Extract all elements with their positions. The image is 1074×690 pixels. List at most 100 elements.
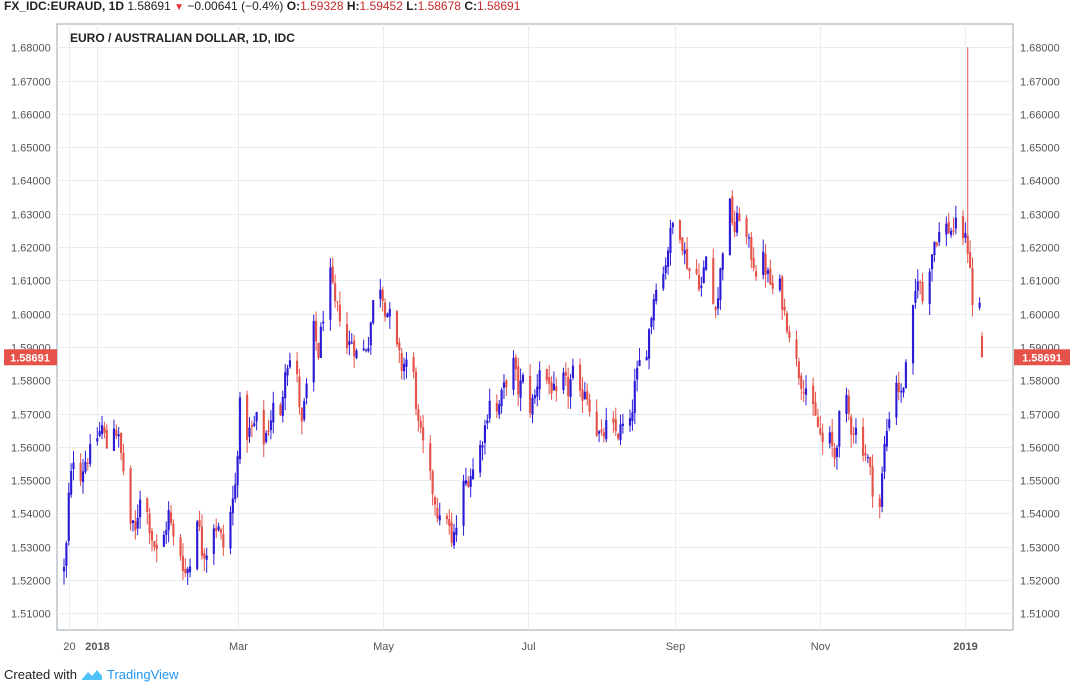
candle-body <box>883 443 886 472</box>
candle-body <box>579 364 582 391</box>
candle-body <box>947 221 950 234</box>
low-label: L: <box>406 0 418 13</box>
candle-body <box>869 457 872 468</box>
candle-body <box>638 359 641 367</box>
candle-body <box>914 290 917 303</box>
candle-body <box>269 420 272 431</box>
candle-body <box>614 419 617 432</box>
candle-body <box>900 391 903 393</box>
candle-body <box>712 258 715 305</box>
candle-body <box>86 463 89 465</box>
candle-body <box>429 442 432 471</box>
candle-body <box>669 227 672 254</box>
candle-body <box>731 196 734 223</box>
candle-body <box>345 324 349 349</box>
candle-body <box>930 254 934 270</box>
candle-body <box>881 473 884 507</box>
candle-body <box>217 526 220 530</box>
x-tick-label: Sep <box>666 641 686 653</box>
candle-body <box>819 428 822 434</box>
candle-body <box>445 515 448 520</box>
candle-body <box>538 370 541 390</box>
candle-body <box>388 309 391 317</box>
y-tick-label-right: 1.62000 <box>1020 243 1060 255</box>
candle-body <box>115 429 118 437</box>
candle-body <box>486 420 489 424</box>
candle-body <box>412 357 415 372</box>
candle-body <box>298 376 301 408</box>
footer: Created with TradingView <box>4 667 179 682</box>
y-tick-label-right: 1.64000 <box>1020 176 1060 188</box>
candle-body <box>838 411 841 447</box>
candle-body <box>812 385 815 405</box>
candle-body <box>65 543 68 566</box>
candle-body <box>938 231 941 243</box>
candle-body <box>431 471 434 495</box>
candle-body <box>433 497 437 505</box>
candle-body <box>935 242 938 246</box>
candle-body <box>379 289 382 299</box>
candle-body <box>902 388 905 393</box>
candle-body <box>517 366 520 395</box>
candle-body <box>167 510 170 531</box>
candle-body <box>895 382 898 418</box>
candle-body <box>122 452 125 472</box>
last-price-tag-left <box>4 349 57 366</box>
candle-body <box>519 380 522 398</box>
candle-body <box>555 386 558 392</box>
candle-body <box>598 431 601 434</box>
candle-body <box>372 300 375 323</box>
candle-body <box>631 412 634 422</box>
candle-body <box>548 377 551 384</box>
y-tick-label-right: 1.55000 <box>1020 476 1060 488</box>
last-price-tag-right <box>1014 349 1070 366</box>
y-tick-label-right: 1.51000 <box>1020 609 1060 621</box>
candle-body <box>172 523 175 537</box>
candle-body <box>350 342 353 344</box>
candle-body <box>764 254 767 275</box>
candle-body <box>750 236 753 260</box>
candle-body <box>678 220 682 240</box>
candle-body <box>364 349 368 351</box>
candle-body <box>498 404 501 415</box>
candle-body <box>964 232 967 238</box>
y-tick-label-left: 1.53000 <box>11 543 51 555</box>
y-tick-label-right: 1.65000 <box>1020 143 1060 155</box>
candle-body <box>802 391 805 394</box>
candle-body <box>436 507 439 519</box>
candle-body <box>735 213 739 233</box>
candle-body <box>279 404 282 415</box>
candle-body <box>103 426 106 433</box>
candle-body <box>536 386 539 397</box>
candle-body <box>795 339 798 359</box>
candle-body <box>272 402 275 423</box>
candle-body <box>971 268 974 305</box>
y-tick-label-left: 1.54000 <box>11 509 51 521</box>
candle-body <box>733 221 736 232</box>
candle-body <box>752 258 755 269</box>
candle-body <box>131 520 135 523</box>
y-tick-label-left: 1.57000 <box>11 410 51 422</box>
candle-body <box>671 223 674 228</box>
tradingview-brand[interactable]: TradingView <box>106 667 179 682</box>
candle-body <box>833 448 836 459</box>
candle-body <box>84 461 87 472</box>
y-tick-label-right: 1.66000 <box>1020 110 1060 122</box>
candle-body <box>605 420 608 440</box>
candle-body <box>419 420 422 428</box>
candle-body <box>369 322 372 346</box>
y-tick-label-right: 1.63000 <box>1020 210 1060 222</box>
candle-body <box>854 427 858 435</box>
candle-body <box>464 480 467 484</box>
candle-body <box>866 456 869 459</box>
candle-body <box>284 372 287 399</box>
y-tick-label-right: 1.54000 <box>1020 509 1060 521</box>
y-tick-label-right: 1.60000 <box>1020 310 1060 322</box>
candle-body <box>400 352 403 371</box>
candle-body <box>448 519 451 526</box>
x-tick-label: 2018 <box>85 641 109 653</box>
candle-body <box>319 326 322 358</box>
candle-body <box>797 361 800 379</box>
candle-body <box>146 498 149 513</box>
